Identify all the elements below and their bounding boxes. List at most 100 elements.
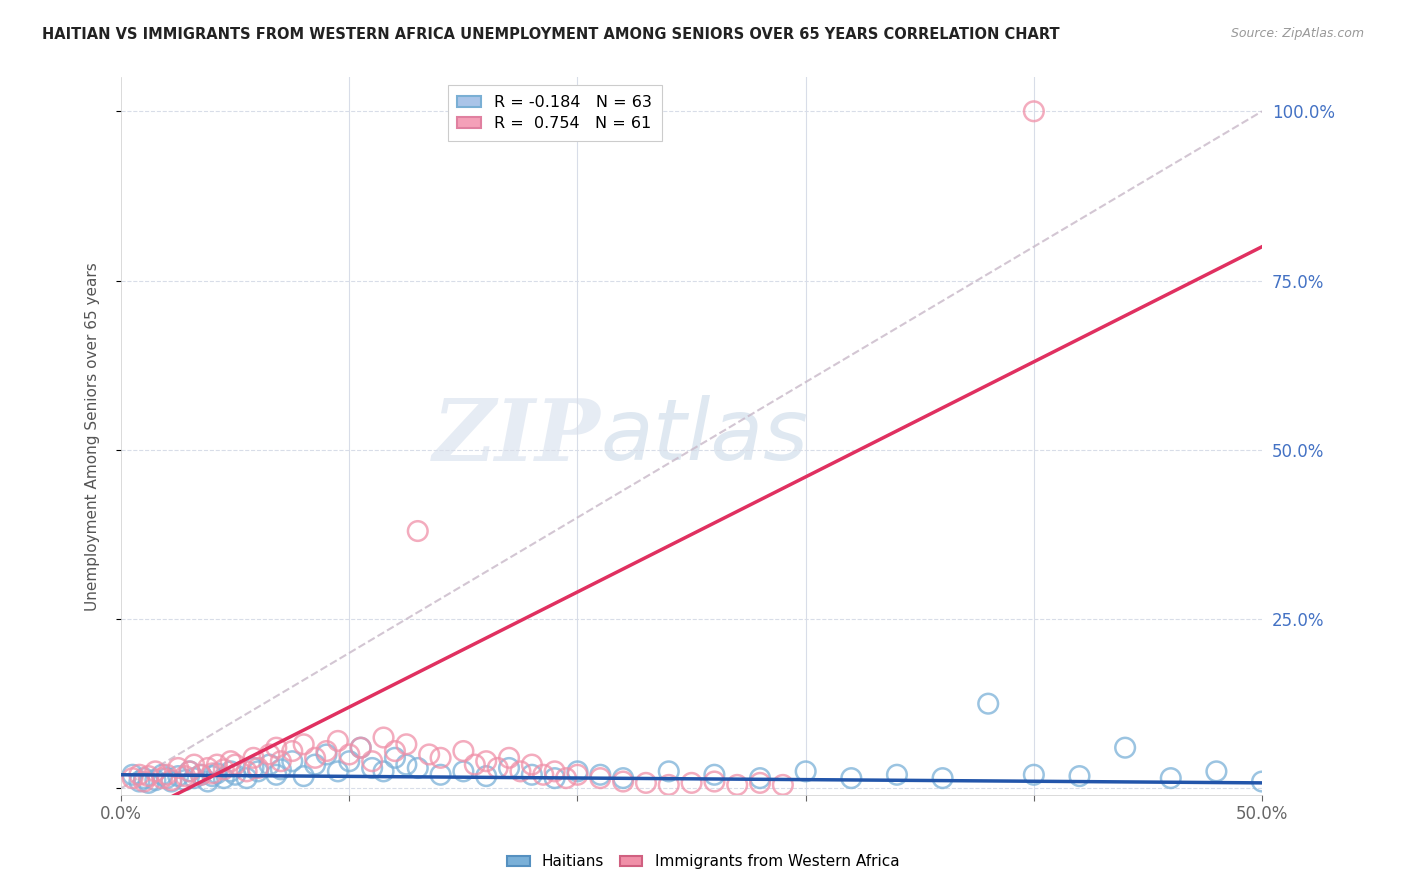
Point: [132, 774, 155, 789]
Point: [128, 774, 150, 789]
Point: [205, 766, 228, 780]
Point: [531, 768, 554, 782]
Point: [315, 747, 337, 762]
Point: [1114, 740, 1136, 755]
Point: [555, 771, 578, 785]
Point: [361, 754, 384, 768]
Point: [350, 740, 373, 755]
Point: [464, 757, 486, 772]
Point: [567, 768, 589, 782]
Point: [326, 734, 349, 748]
Point: [429, 751, 451, 765]
Point: [219, 754, 242, 768]
Point: [121, 768, 143, 782]
Point: [326, 764, 349, 779]
Point: [634, 776, 657, 790]
Point: [281, 744, 304, 758]
Point: [395, 737, 418, 751]
Point: [235, 764, 257, 779]
Point: [475, 754, 498, 768]
Point: [190, 768, 212, 782]
Point: [270, 754, 292, 768]
Point: [1251, 774, 1274, 789]
Point: [612, 774, 634, 789]
Point: [179, 764, 201, 779]
Point: [1022, 768, 1045, 782]
Point: [589, 771, 612, 785]
Point: [174, 773, 197, 788]
Legend: R = -0.184   N = 63, R =  0.754   N = 61: R = -0.184 N = 63, R = 0.754 N = 61: [447, 86, 662, 141]
Point: [156, 768, 179, 782]
Point: [886, 768, 908, 782]
Y-axis label: Unemployment Among Seniors over 65 years: Unemployment Among Seniors over 65 years: [86, 262, 100, 611]
Point: [160, 773, 183, 788]
Point: [156, 771, 179, 785]
Point: [259, 747, 281, 762]
Point: [242, 761, 264, 775]
Point: [247, 764, 270, 779]
Point: [167, 769, 190, 783]
Point: [212, 762, 235, 776]
Point: [143, 764, 166, 779]
Point: [128, 768, 150, 782]
Point: [259, 757, 281, 772]
Point: [498, 751, 520, 765]
Point: [418, 747, 440, 762]
Point: [1022, 104, 1045, 119]
Point: [406, 761, 429, 775]
Point: [183, 757, 205, 772]
Point: [224, 757, 246, 772]
Point: [406, 524, 429, 538]
Point: [132, 771, 155, 785]
Point: [1343, 768, 1365, 782]
Point: [453, 764, 475, 779]
Point: [190, 768, 212, 782]
Text: ZIP: ZIP: [433, 394, 600, 478]
Point: [703, 774, 725, 789]
Point: [429, 768, 451, 782]
Text: HAITIAN VS IMMIGRANTS FROM WESTERN AFRICA UNEMPLOYMENT AMONG SENIORS OVER 65 YEA: HAITIAN VS IMMIGRANTS FROM WESTERN AFRIC…: [42, 27, 1060, 42]
Point: [292, 737, 315, 751]
Point: [612, 771, 634, 785]
Point: [121, 771, 143, 785]
Point: [749, 776, 772, 790]
Point: [179, 764, 201, 779]
Point: [749, 771, 772, 785]
Point: [281, 754, 304, 768]
Point: [143, 773, 166, 788]
Point: [931, 771, 953, 785]
Point: [384, 744, 406, 758]
Point: [1069, 769, 1091, 783]
Point: [138, 769, 160, 783]
Point: [384, 751, 406, 765]
Point: [1296, 771, 1319, 785]
Point: [544, 771, 567, 785]
Point: [486, 761, 509, 775]
Point: [839, 771, 862, 785]
Point: [567, 764, 589, 779]
Point: [373, 731, 395, 745]
Point: [373, 764, 395, 779]
Point: [658, 778, 681, 792]
Point: [520, 768, 543, 782]
Point: [589, 768, 612, 782]
Point: [266, 740, 288, 755]
Point: [725, 778, 748, 792]
Point: [350, 740, 373, 755]
Point: [509, 764, 531, 779]
Point: [395, 757, 418, 772]
Point: [1205, 764, 1227, 779]
Point: [794, 764, 817, 779]
Point: [292, 769, 315, 783]
Point: [183, 771, 205, 785]
Text: atlas: atlas: [600, 395, 808, 478]
Point: [242, 751, 264, 765]
Point: [150, 768, 173, 782]
Point: [361, 761, 384, 775]
Point: [337, 747, 360, 762]
Point: [337, 754, 360, 768]
Point: [703, 768, 725, 782]
Point: [304, 751, 326, 765]
Text: Source: ZipAtlas.com: Source: ZipAtlas.com: [1230, 27, 1364, 40]
Point: [304, 757, 326, 772]
